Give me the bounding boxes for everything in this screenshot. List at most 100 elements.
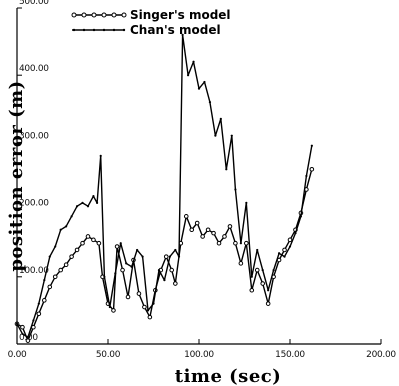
data-point-chan-s-model [37,302,40,305]
data-point-chan-s-model [54,245,57,248]
data-point-singer-s-model [216,240,222,246]
legend-symbol-singers-model [71,12,127,18]
data-point-singer-s-model [147,314,153,320]
data-point-singer-s-model [52,274,58,280]
legend-marker [122,28,126,32]
data-point-singer-s-model [194,220,200,226]
data-point-singer-s-model [80,240,85,246]
data-point-chan-s-model [26,336,30,339]
data-point-chan-s-model [294,232,297,235]
x-tick-label: 150.00 [275,350,305,360]
data-point-chan-s-model [99,154,102,157]
data-point-chan-s-model [81,201,84,204]
data-point-singer-s-model [173,281,178,286]
ticks-layer: 0.00 50.00 100.00 150.00 200.00 0.00 100.00 200… [8,0,397,360]
data-point-singer-s-model [309,166,315,172]
data-point-chan-s-model [239,242,242,245]
x-tick-label: 100.00 [184,350,214,360]
legend-marker [71,12,77,18]
data-point-chan-s-model [114,272,117,275]
data-point-singer-s-model [211,230,216,236]
data-point-chan-s-model [152,302,155,305]
data-point-singer-s-model [189,227,195,233]
legend-marker [112,28,116,32]
y-tick-label: 300.00 [19,131,49,141]
data-point-singer-s-model [287,237,293,243]
legend-marker [121,12,127,18]
data-point-singer-s-model [136,291,142,296]
data-point-chan-s-model [283,255,286,258]
data-point-chan-s-model [125,262,128,265]
data-point-chan-s-model [214,134,217,137]
data-point-singer-s-model [142,304,147,310]
data-point-singer-s-model [233,240,238,246]
x-axis-title: time (sec) [175,366,282,386]
data-point-singer-s-model [74,247,80,253]
data-point-chan-s-model [43,279,46,282]
data-point-chan-s-model [108,305,111,309]
data-point-singer-s-model [20,324,25,330]
data-point-chan-s-model [181,33,184,36]
data-point-chan-s-model [250,275,253,278]
data-point-chan-s-model [95,201,99,204]
data-point-singer-s-model [222,234,227,239]
data-point-chan-s-model [261,268,264,272]
data-point-chan-s-model [157,268,161,272]
data-point-singer-s-model [63,262,69,268]
data-point-chan-s-model [245,201,248,204]
data-point-chan-s-model [219,117,222,120]
legend-marker [102,28,106,32]
data-point-singer-s-model [244,240,249,246]
data-point-singer-s-model [96,240,102,246]
data-point-chan-s-model [174,248,177,252]
data-point-singer-s-model [125,294,131,300]
data-point-chan-s-model [65,225,68,228]
data-point-singer-s-model [200,234,205,239]
data-point-singer-s-model [111,308,116,313]
x-tick-label: 50.00 [96,350,121,360]
legend-marker [91,12,97,18]
legend-label-singers-model: Singer's model [130,8,231,22]
data-point-chan-s-model [225,168,228,171]
data-point-singer-s-model [169,267,174,273]
y-tick-label: 200.00 [19,199,49,209]
y-tick-label: 0.00 [19,333,38,343]
series-line-singer-s-model [16,169,313,342]
data-point-chan-s-model [86,205,90,208]
data-point-chan-s-model [119,242,122,245]
data-point-chan-s-model [163,279,166,282]
data-point-singer-s-model [254,267,260,273]
data-point-chan-s-model [192,60,195,63]
data-point-singer-s-model [282,247,287,253]
data-point-chan-s-model [32,319,35,322]
data-point-singer-s-model [47,284,53,290]
data-point-singer-s-model [265,301,271,306]
data-point-chan-s-model [277,252,281,255]
x-tick-label: 0.00 [8,350,27,360]
data-point-chan-s-model [267,289,270,292]
data-point-chan-s-model [230,134,233,137]
data-point-chan-s-model [256,248,259,252]
y-tick-label: 400.00 [19,64,49,74]
data-point-chan-s-model [305,174,308,178]
data-point-chan-s-model [197,87,201,90]
data-point-chan-s-model [48,255,51,258]
legend-marker [72,28,76,32]
data-point-singer-s-model [163,254,169,259]
data-point-chan-s-model [92,195,95,198]
legend-marker [81,12,87,18]
data-point-chan-s-model [59,228,62,231]
data-point-singer-s-model [183,214,189,219]
data-point-chan-s-model [208,100,212,104]
data-point-chan-s-model [203,80,206,84]
data-point-singer-s-model [42,298,47,303]
data-point-chan-s-model [310,144,313,147]
data-point-singer-s-model [69,254,74,259]
series-layer [14,33,315,343]
data-point-singer-s-model [205,227,211,233]
data-point-chan-s-model [103,275,106,278]
data-point-chan-s-model [136,248,139,252]
series-line-chan-s-model [16,34,313,338]
data-point-singer-s-model [36,311,42,317]
legend-label-chans-model: Chan's model [130,23,221,37]
